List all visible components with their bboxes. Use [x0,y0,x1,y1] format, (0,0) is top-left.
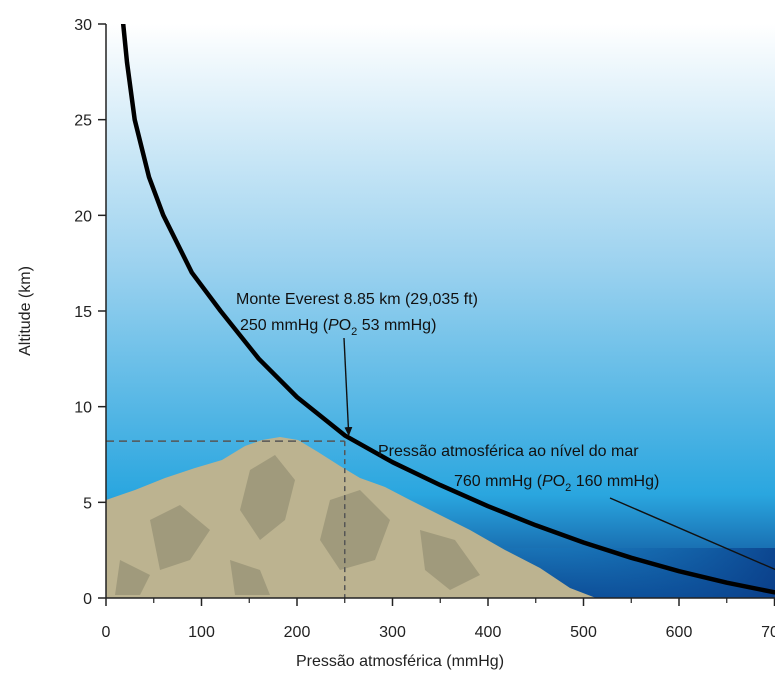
x-axis-ticks: 0100200300400500600700700 [102,598,775,641]
annotation-arrow [343,337,353,437]
annotation-line: Pressão atmosférica ao nível do mar [378,443,639,460]
x-tick-label: 100 [188,624,215,641]
pressure-altitude-curve [120,24,775,595]
x-tick-label: 700 [761,624,775,641]
annotation-line: 250 mmHg (PO2 53 mmHg) [240,317,436,338]
y-tick-label: 5 [83,495,92,512]
annotation-line: Monte Everest 8.85 km (29,035 ft) [236,291,478,308]
y-tick-label: 20 [74,208,92,225]
x-axis-title: Pressão atmosférica (mmHg) [296,653,504,670]
y-tick-label: 10 [74,400,92,417]
x-tick-label: 200 [284,624,311,641]
everest-annotation: Monte Everest 8.85 km (29,035 ft) 250 mmH… [236,291,478,437]
y-axis-title: Altitude (km) [17,266,34,356]
mountain-illustration [106,437,596,598]
sea-level-annotation: Pressão atmosférica ao nível do mar 760 m… [378,443,775,571]
y-tick-label: 0 [83,591,92,608]
x-tick-label: 600 [666,624,693,641]
y-tick-label: 15 [74,304,92,321]
annotation-arrow [609,497,775,571]
x-tick-label: 300 [379,624,406,641]
x-tick-label: 400 [475,624,502,641]
y-axis-ticks: 0 5 10 15 20 25 30 [74,17,106,608]
annotations: Monte Everest 8.85 km (29,035 ft) 250 mmH… [236,291,775,571]
y-tick-label: 25 [74,113,92,130]
x-tick-label: 0 [102,624,111,641]
x-tick-label: 500 [570,624,597,641]
y-tick-label: 30 [74,17,92,34]
annotation-line: 760 mmHg (PO2 160 mmHg) [454,473,659,494]
